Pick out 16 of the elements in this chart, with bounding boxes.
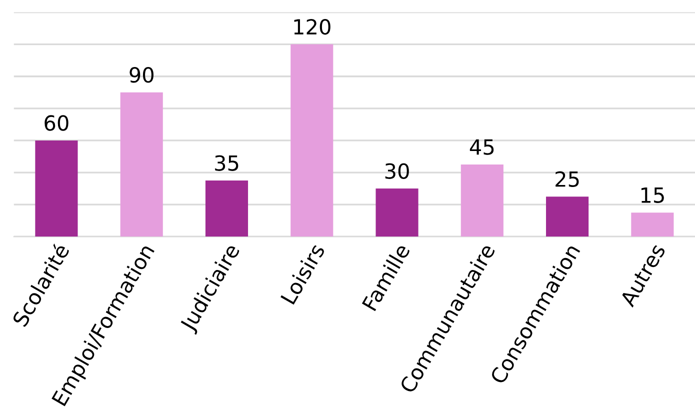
- bar: [205, 180, 248, 237]
- data-label: 15: [641, 188, 664, 204]
- bar: [35, 140, 78, 237]
- bar: [460, 164, 504, 237]
- data-label: 30: [385, 163, 409, 179]
- bar: [290, 44, 334, 237]
- bar: [631, 212, 674, 237]
- data-label: 120: [294, 18, 330, 35]
- data-label: 25: [556, 171, 579, 187]
- bar: [546, 196, 589, 237]
- bar: [376, 188, 418, 237]
- data-label: 90: [130, 67, 154, 83]
- data-label: 35: [215, 155, 238, 171]
- bar: [120, 92, 163, 237]
- data-label: 60: [44, 115, 68, 131]
- data-label: 45: [470, 139, 494, 155]
